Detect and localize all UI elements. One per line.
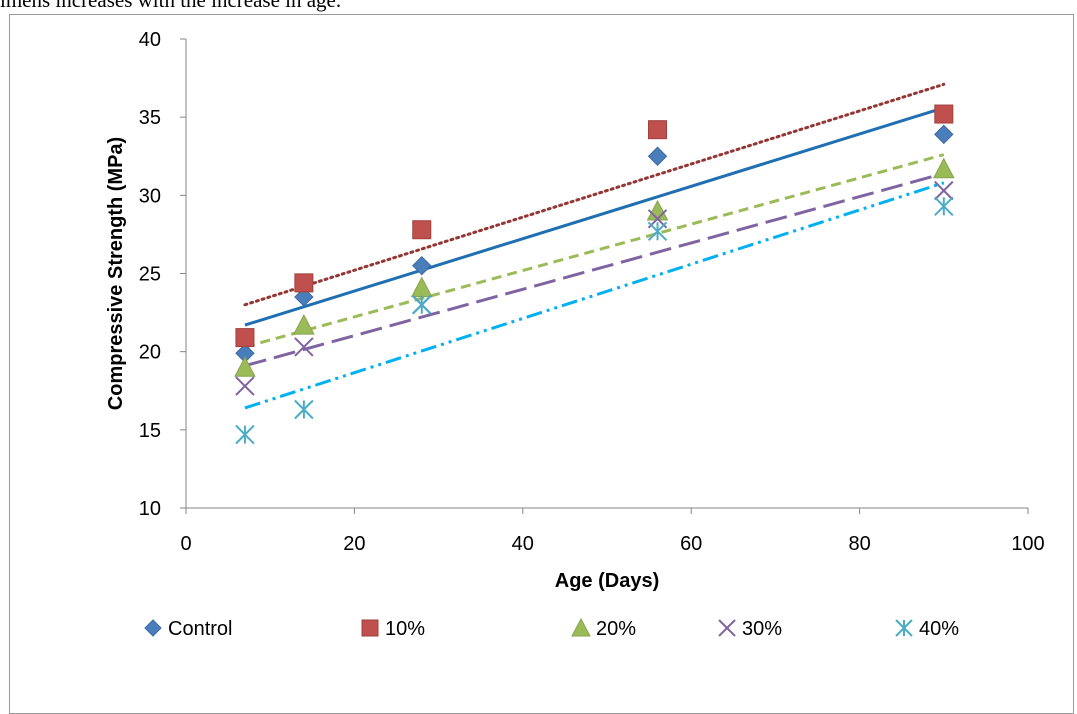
- marker-shape: [234, 356, 256, 377]
- trendline-2: [244, 153, 945, 349]
- data-point-s4-0: [235, 424, 255, 445]
- x-tick-label: 80: [848, 533, 870, 555]
- legend-marker-2: [571, 617, 591, 637]
- y-tick-label: 10: [139, 498, 161, 520]
- marker-shape: [412, 220, 432, 240]
- marker-shape: [294, 337, 314, 357]
- legend-item-2: 20%: [571, 617, 636, 640]
- legend: Control 10% 20% 30% 40%: [144, 617, 959, 640]
- marker-shape: [410, 276, 433, 298]
- trendlines: [243, 82, 946, 410]
- y-tick-label: 40: [139, 29, 161, 51]
- y-tick-label: 20: [139, 342, 161, 364]
- data-point-s4-3: [647, 221, 668, 241]
- data-point-s1-2: [412, 220, 432, 240]
- y-tick-label: 15: [139, 420, 161, 442]
- data-point-s3-0: [235, 376, 255, 396]
- legend-label-3: 30%: [742, 618, 782, 640]
- legend-label-1: 10%: [385, 618, 425, 640]
- page-text-fragment: imens increases with the increase in age…: [0, 0, 342, 12]
- compressive-strength-chart: 10 15 20 25 30 35 40 0 20 40 60 80 100 Age (Days) Co…: [105, 29, 1045, 640]
- legend-label-0: Control: [168, 618, 232, 640]
- trendline-1: [243, 82, 946, 307]
- data-point-s2-2: [410, 276, 433, 298]
- y-tick-label: 30: [139, 185, 161, 207]
- legend-label-4: 40%: [919, 618, 959, 640]
- legend-item-1: 10%: [361, 618, 425, 640]
- legend-marker-3: [718, 619, 736, 637]
- y-tick-label: 35: [139, 107, 161, 129]
- marker-shape: [648, 120, 668, 140]
- legend-marker-0: [144, 619, 162, 637]
- data-point-s3-4: [934, 180, 954, 201]
- data-point-s2-4: [932, 157, 955, 179]
- legend-marker-4: [895, 619, 913, 637]
- data-point-s0-1: [294, 287, 314, 307]
- marker-shape: [934, 104, 954, 124]
- trendline-0: [244, 106, 945, 327]
- legend-item-0: Control: [144, 618, 232, 640]
- marker-shape: [293, 314, 315, 335]
- marker-shape: [361, 619, 379, 637]
- x-tick-label: 60: [680, 533, 702, 555]
- marker-shape: [932, 157, 955, 179]
- data-point-s0-4: [934, 124, 954, 145]
- data-point-s1-4: [934, 104, 954, 124]
- legend-marker-1: [361, 619, 379, 637]
- data-point-s2-1: [293, 314, 315, 335]
- x-tick-label: 0: [180, 533, 191, 555]
- trendline-3: [244, 172, 945, 368]
- data-point-s0-2: [412, 255, 432, 276]
- x-tick-label: 100: [1011, 533, 1044, 555]
- marker-shape: [235, 376, 255, 396]
- marker-shape: [412, 255, 432, 276]
- marker-shape: [235, 328, 255, 348]
- data-point-s2-0: [234, 356, 256, 377]
- marker-shape: [294, 287, 314, 307]
- x-tick-label: 20: [343, 533, 365, 555]
- data-point-s1-0: [235, 328, 255, 348]
- data-point-s0-3: [647, 146, 668, 166]
- legend-label-2: 20%: [596, 618, 636, 640]
- marker-shape: [934, 124, 954, 145]
- data-point-s4-4: [934, 196, 954, 216]
- data-point-s4-1: [294, 399, 314, 420]
- data-point-s1-3: [648, 120, 668, 140]
- legend-item-3: 30%: [718, 618, 782, 640]
- marker-shape: [571, 617, 591, 637]
- y-tick-label: 25: [139, 264, 161, 286]
- legend-item-4: 40%: [895, 618, 959, 640]
- x-tick-label: 40: [512, 533, 534, 555]
- x-axis-title: Age (Days): [555, 570, 659, 592]
- marker-shape: [934, 180, 954, 201]
- marker-shape: [144, 619, 162, 637]
- marker-shape: [647, 146, 668, 166]
- data-point-s4-2: [412, 295, 432, 315]
- marker-shape: [718, 619, 736, 637]
- marker-shape: [294, 273, 314, 293]
- y-axis-title: Compressive Strength (MPa): [105, 137, 127, 410]
- data-point-s1-1: [294, 273, 314, 293]
- trendline-4: [244, 181, 945, 410]
- chart-axes: 10 15 20 25 30 35 40 0 20 40 60 80 100: [139, 29, 1045, 555]
- data-point-s3-1: [294, 337, 314, 357]
- data-markers: [234, 104, 955, 445]
